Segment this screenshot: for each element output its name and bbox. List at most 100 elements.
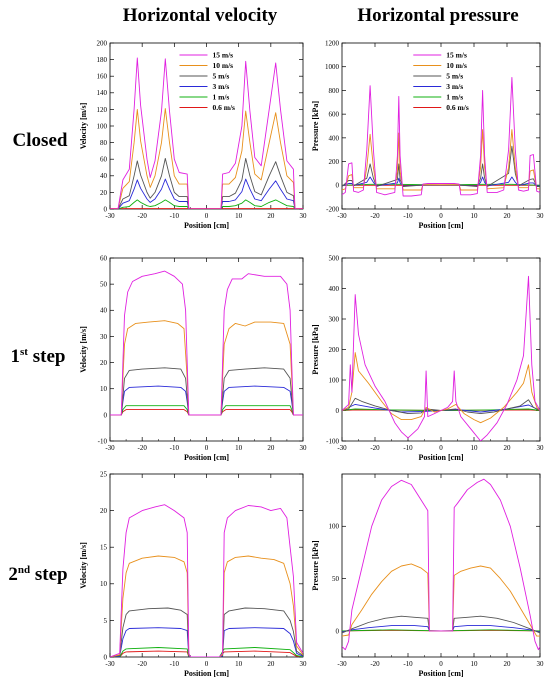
legend-label: 15 m/s <box>446 51 467 60</box>
x-tick-label: -20 <box>370 444 380 452</box>
x-tick-label: 20 <box>504 212 512 220</box>
x-tick-label: 30 <box>300 444 308 452</box>
y-tick-label: 0 <box>336 407 340 415</box>
y-tick-label: 80 <box>100 139 108 147</box>
plot-frame <box>341 257 541 442</box>
x-tick-label: 10 <box>235 212 243 220</box>
x-tick-label: -30 <box>337 444 347 452</box>
series-group <box>110 504 303 657</box>
y-tick-label: 500 <box>329 254 340 262</box>
x-tick-label: 0 <box>205 660 209 668</box>
y-tick-label: 50 <box>332 575 340 583</box>
chart-step1-velocity: -30 -20 -10 0 10 20 30 -10 0 10 20 30 40 50 60 Position… <box>79 254 307 462</box>
legend-label: 5 m/s <box>446 72 463 81</box>
legend-label: 1 m/s <box>446 93 463 102</box>
x-axis-label: Position [cm] <box>418 221 463 230</box>
y-tick-label: 10 <box>100 385 108 393</box>
y-tick-label: 200 <box>329 158 340 166</box>
series-line-0-6-m-s <box>110 650 303 657</box>
legend-label: 3 m/s <box>446 82 463 91</box>
x-tick-label: 20 <box>267 444 275 452</box>
y-tick-label: 10 <box>100 580 108 588</box>
chart-closed-pressure: -30 -20 -10 0 10 20 30 -200 0 200 400 600 800 1000 120… <box>311 39 544 230</box>
y-tick-label: 5 <box>104 617 108 625</box>
x-tick-label: 20 <box>504 660 512 668</box>
y-tick-label: -200 <box>326 205 339 213</box>
y-tick-label: 15 <box>100 544 108 552</box>
y-tick-label: 120 <box>97 106 108 114</box>
y-tick-label: 20 <box>100 507 108 515</box>
row-label-closed: Closed <box>13 130 68 151</box>
row-label-step1: 1st step <box>11 346 66 367</box>
legend-label: 10 m/s <box>446 61 467 70</box>
plot-frame <box>109 473 304 658</box>
y-tick-label: 40 <box>100 307 108 315</box>
y-tick-label: 140 <box>97 89 108 97</box>
series-group <box>110 57 303 209</box>
y-tick-label: 0 <box>336 182 340 190</box>
x-tick-label: 10 <box>471 212 479 220</box>
series-line-5-m-s <box>110 157 303 209</box>
series-line-3-m-s <box>110 627 303 657</box>
chart-closed-velocity: -30 -20 -10 0 10 20 30 0 20 40 60 80 100 120 140 160 180… <box>79 39 307 230</box>
y-tick-label: -10 <box>98 437 108 445</box>
x-tick-label: -30 <box>105 660 115 668</box>
series-line-15-m-s <box>342 275 540 441</box>
x-tick-label: -30 <box>337 212 347 220</box>
header-velocity: Horizontal velocity <box>123 5 278 26</box>
x-tick-label: 30 <box>300 212 308 220</box>
y-tick-label: 100 <box>97 122 108 130</box>
legend-label: 0.6 m/s <box>446 103 469 112</box>
x-tick-label: -10 <box>170 212 180 220</box>
legend-label: 1 m/s <box>212 93 229 102</box>
y-tick-label: 0 <box>104 411 108 419</box>
x-tick-label: -10 <box>403 660 413 668</box>
series-line-10-m-s <box>342 129 540 191</box>
x-axis-label: Position [cm] <box>184 453 229 462</box>
series-line-1-m-s <box>110 199 303 209</box>
series-line-5-m-s <box>110 607 303 657</box>
x-tick-label: -10 <box>403 212 413 220</box>
series-line-10-m-s <box>110 555 303 657</box>
legend-label: 15 m/s <box>212 51 233 60</box>
y-axis-label: Velocity [m/s] <box>79 542 88 589</box>
y-tick-label: 0 <box>104 205 108 213</box>
y-axis-label: Pressure [kPa] <box>311 101 320 151</box>
x-axis-label: Position [cm] <box>418 453 463 462</box>
y-tick-label: 20 <box>100 359 108 367</box>
y-tick-label: 200 <box>329 346 340 354</box>
x-tick-label: 0 <box>205 444 209 452</box>
series-group <box>342 478 540 651</box>
x-tick-label: -20 <box>137 444 147 452</box>
y-tick-label: 1200 <box>325 39 340 47</box>
y-tick-label: 20 <box>100 189 108 197</box>
y-tick-label: 25 <box>100 470 108 478</box>
y-tick-label: 50 <box>100 281 108 289</box>
plots-area: -30 -20 -10 0 10 20 30020406080100120140160180… <box>79 39 544 678</box>
x-tick-label: 10 <box>235 660 243 668</box>
x-axis-label: Position [cm] <box>418 669 463 678</box>
x-tick-label: 30 <box>300 660 308 668</box>
y-tick-label: 0 <box>104 653 108 661</box>
series-group <box>342 76 540 197</box>
chart-step2-velocity: -30 -20 -10 0 10 20 30 0 5 10 15 20 25 Position [cm] V… <box>79 470 307 678</box>
y-tick-label: 160 <box>97 73 108 81</box>
x-tick-label: 10 <box>235 444 243 452</box>
y-axis-label: Pressure [kPa] <box>311 324 320 374</box>
x-tick-label: 20 <box>504 444 512 452</box>
x-tick-label: -20 <box>370 660 380 668</box>
series-line-15-m-s <box>342 478 540 651</box>
y-tick-label: 40 <box>100 172 108 180</box>
series-line-15-m-s <box>110 504 303 657</box>
chart-step1-pressure: -30 -20 -10 0 10 20 30-1000100200300400500Posi… <box>311 254 544 462</box>
y-axis-label: Velocity [m/s] <box>79 102 88 149</box>
series-line-15-m-s <box>110 57 303 209</box>
x-tick-label: -30 <box>105 212 115 220</box>
y-tick-label: 60 <box>100 254 108 262</box>
x-tick-label: 0 <box>439 660 443 668</box>
series-line-10-m-s <box>110 108 303 209</box>
y-tick-label: 400 <box>329 134 340 142</box>
plot-frame <box>109 42 304 210</box>
y-tick-label: 600 <box>329 111 340 119</box>
y-tick-label: 0 <box>336 627 340 635</box>
